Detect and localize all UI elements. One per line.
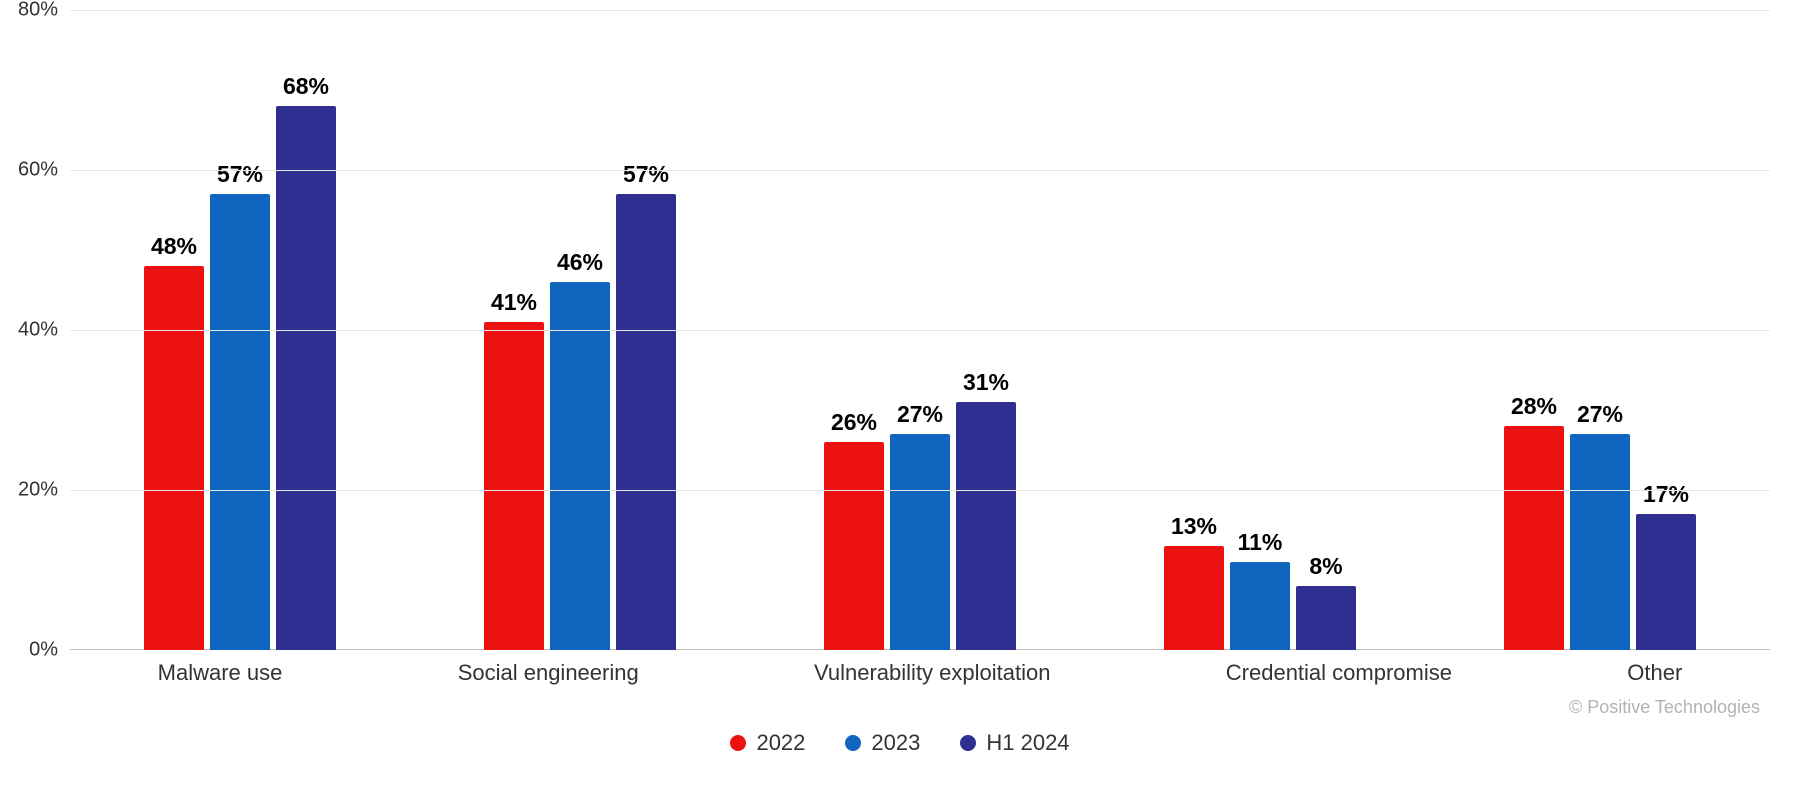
bar-group: 41% 46% 57% [484,161,676,650]
bar-value-label: 11% [1238,529,1283,556]
bar [550,282,610,650]
legend-swatch [845,735,861,751]
bar [1504,426,1564,650]
x-axis-label: Social engineering [458,660,639,686]
bar-column: 31% [956,369,1016,650]
bar-group: 26% 27% 31% [824,369,1016,650]
bar-column: 57% [210,161,270,650]
legend-swatch [730,735,746,751]
bar-value-label: 17% [1643,481,1689,508]
bar-value-label: 57% [217,161,263,188]
bar-value-label: 26% [831,409,877,436]
legend-item: 2022 [730,730,805,756]
bar-value-label: 46% [557,249,603,276]
bar-value-label: 8% [1309,553,1342,580]
bar-value-label: 41% [491,289,537,316]
bar [824,442,884,650]
gridline [70,10,1770,11]
legend-item: 2023 [845,730,920,756]
bar [1296,586,1356,650]
bar-column: 11% [1230,529,1290,650]
y-tick-label: 0% [29,639,58,662]
legend-item: H1 2024 [960,730,1069,756]
bar-value-label: 27% [897,401,943,428]
bar-column: 27% [1570,401,1630,650]
bar-column: 13% [1164,513,1224,650]
legend: 2022 2023 H1 2024 [0,730,1800,756]
bar-column: 28% [1504,393,1564,650]
bar [210,194,270,650]
bar-column: 26% [824,409,884,650]
bar [1164,546,1224,650]
x-axis-label: Other [1627,660,1682,686]
bar-value-label: 68% [283,73,329,100]
bar-column: 17% [1636,481,1696,650]
bar-group: 28% 27% 17% [1504,393,1696,650]
plot-area: 48% 57% 68% 41% 46% 57% 26% 27% 31% 13% 11% 8% 28% 27… [70,10,1770,650]
bar-column: 57% [616,161,676,650]
y-tick-label: 80% [18,0,58,22]
gridline [70,490,1770,491]
bar-column: 68% [276,73,336,650]
attribution-text: © Positive Technologies [1569,697,1760,718]
x-axis-labels: Malware use Social engineering Vulnerabili… [70,660,1770,686]
bar-column: 8% [1296,553,1356,650]
bar [956,402,1016,650]
legend-swatch [960,735,976,751]
legend-label: 2023 [871,730,920,756]
y-tick-label: 40% [18,319,58,342]
x-axis-label: Malware use [158,660,283,686]
y-tick-label: 60% [18,159,58,182]
bar-column: 27% [890,401,950,650]
bar [1636,514,1696,650]
x-axis-label: Credential compromise [1226,660,1452,686]
gridline [70,170,1770,171]
bar [1570,434,1630,650]
bar [484,322,544,650]
bar [616,194,676,650]
legend-label: 2022 [756,730,805,756]
bar-value-label: 31% [963,369,1009,396]
y-tick-label: 20% [18,479,58,502]
bar-column: 46% [550,249,610,650]
bar [890,434,950,650]
bar-value-label: 13% [1171,513,1217,540]
bar-value-label: 28% [1511,393,1557,420]
bar-value-label: 27% [1577,401,1623,428]
legend-label: H1 2024 [986,730,1069,756]
bar [144,266,204,650]
bar-group: 13% 11% 8% [1164,513,1356,650]
bar-group: 48% 57% 68% [144,73,336,650]
bar-chart: 48% 57% 68% 41% 46% 57% 26% 27% 31% 13% 11% 8% 28% 27… [0,0,1800,800]
bar [1230,562,1290,650]
x-axis-label: Vulnerability exploitation [814,660,1050,686]
bar-value-label: 57% [623,161,669,188]
bar-column: 48% [144,233,204,650]
bar-value-label: 48% [151,233,197,260]
gridline [70,330,1770,331]
bar-column: 41% [484,289,544,650]
bar [276,106,336,650]
